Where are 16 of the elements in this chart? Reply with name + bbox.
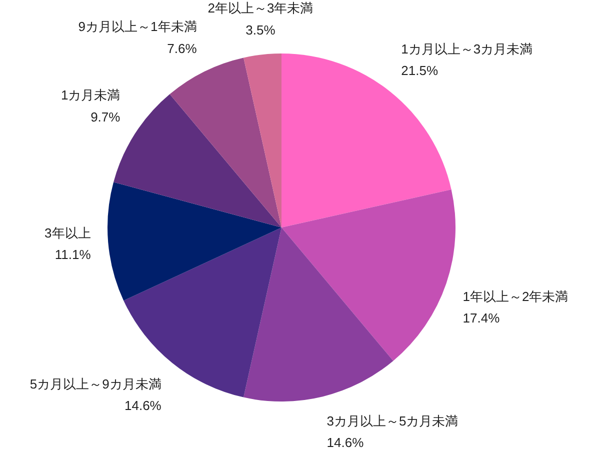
slice-label: 1年以上～2年未満 bbox=[462, 288, 568, 304]
data-label: 9.7% bbox=[90, 109, 121, 124]
data-label: 7.6% bbox=[167, 40, 198, 56]
slice-label: 1カ月未満 bbox=[60, 88, 120, 103]
slice-label: 9カ月以上～1年未満 bbox=[78, 19, 197, 34]
slice-label: 3カ月以上～5カ月未満 bbox=[326, 413, 458, 428]
data-label: 21.5% bbox=[401, 63, 438, 78]
data-label: 17.4% bbox=[462, 310, 500, 326]
data-label: 3.5% bbox=[246, 22, 276, 38]
slice-label: 5カ月以上～9カ月未満 bbox=[30, 376, 162, 392]
slice-label: 2年以上～3年未満 bbox=[208, 0, 314, 16]
data-label: 14.6% bbox=[124, 398, 162, 414]
data-label: 11.1% bbox=[54, 247, 92, 262]
data-label: 14.6% bbox=[326, 435, 364, 450]
slice-label: 1カ月以上～3カ月未満 bbox=[401, 41, 533, 56]
slice-label: 3年以上 bbox=[44, 225, 91, 240]
